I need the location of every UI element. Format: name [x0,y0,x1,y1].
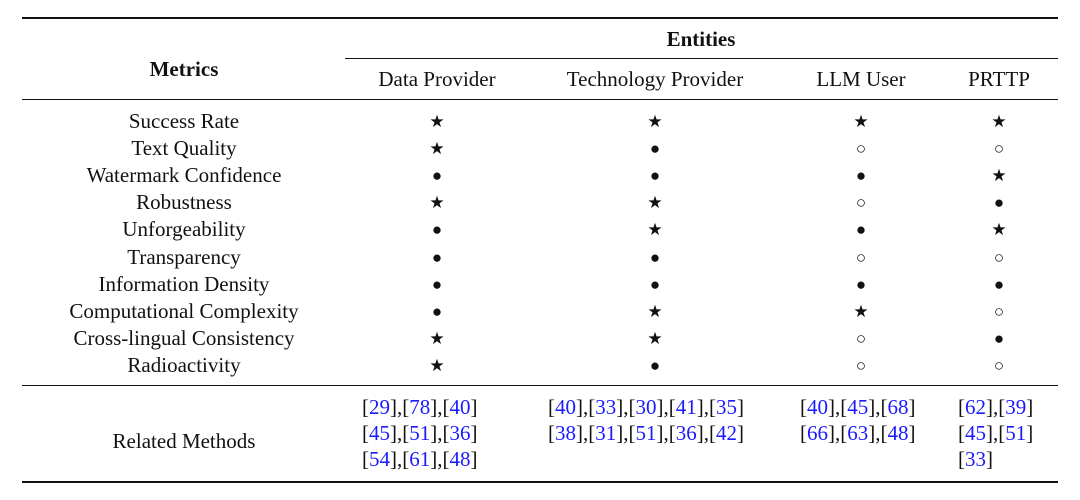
metric-name: Transparency [127,244,241,269]
entities-rule [345,58,1058,59]
top-rule [22,17,1058,19]
citation-line: [45],[51] [958,421,1034,445]
metric-name: Text Quality [131,136,237,161]
metrics-header: Metrics [149,57,219,81]
symbol-cell: ● [993,274,1005,294]
symbol-cell: ★ [853,112,869,131]
symbol-cell: ○ [993,355,1005,375]
metric-name: Unforgeability [122,217,246,242]
symbol-cell: ★ [429,328,445,348]
symbol-cell: ★ [647,112,663,131]
symbol-cell: ● [431,220,443,240]
symbol-cell: ★ [429,355,445,375]
symbol-cell: ★ [647,193,663,213]
symbol-cell: ○ [855,139,867,159]
symbol-cell: ● [993,193,1005,213]
metric-name: Success Rate [128,109,240,133]
citation-line: [40],[33],[30],[41],[35] [548,395,744,419]
symbol-cell: ● [649,166,661,186]
symbol-cell: ★ [647,220,663,240]
symbol-cell: ○ [855,355,867,375]
metric-name: Robustness [136,190,232,215]
metric-name: Radioactivity [127,352,241,377]
symbol-cell: ★ [647,328,663,348]
citation-line: [29],[78],[40] [362,395,478,419]
symbol-cell: ★ [647,301,663,321]
symbol-cell: ● [431,166,443,186]
symbol-cell: ★ [429,112,445,131]
symbol-cell: ★ [991,220,1007,240]
symbol-cell: ● [649,274,661,294]
column-header: PRTTP [968,67,1030,91]
symbol-cell: ★ [991,112,1007,131]
symbol-cell: ★ [853,301,869,321]
symbol-cell: ★ [429,193,445,213]
bottom-rule [22,481,1058,483]
symbol-cell: ● [855,166,867,186]
column-header: Data Provider [378,67,496,91]
symbol-cell: ○ [855,247,867,267]
symbol-cell: ● [431,274,443,294]
column-header: Technology Provider [566,67,744,91]
related-label: Related Methods [112,429,256,453]
symbol-cell: ● [855,274,867,294]
entities-header: Entities [666,27,736,51]
citation-line: [38],[31],[51],[36],[42] [548,421,744,445]
citation-line: [54],[61],[48] [362,447,478,471]
symbol-cell: ● [649,139,661,159]
citation-line: [33] [958,447,993,471]
metric-name: Information Density [98,271,270,296]
metric-name: Computational Complexity [69,298,299,323]
citation-line: [62],[39] [958,395,1034,419]
metric-name: Cross-lingual Consistency [73,325,295,350]
metric-name: Watermark Confidence [86,163,282,188]
symbol-cell: ○ [855,193,867,213]
symbol-cell: ● [649,247,661,267]
symbol-cell: ● [649,355,661,375]
symbol-cell: ● [993,328,1005,348]
symbol-cell: ○ [855,328,867,348]
header-rule [22,99,1058,100]
body-rule [22,385,1058,386]
symbol-cell: ● [431,247,443,267]
symbol-cell: ○ [993,139,1005,159]
symbol-cell: ★ [991,166,1007,186]
citation-line: [45],[51],[36] [362,421,478,445]
column-header: LLM User [816,67,906,91]
symbol-cell: ○ [993,301,1005,321]
citation-line: [40],[45],[68] [800,395,916,419]
symbol-cell: ★ [429,139,445,159]
symbol-cell: ○ [993,247,1005,267]
citation-line: [66],[63],[48] [800,421,916,445]
symbol-cell: ● [855,220,867,240]
symbol-cell: ● [431,301,443,321]
